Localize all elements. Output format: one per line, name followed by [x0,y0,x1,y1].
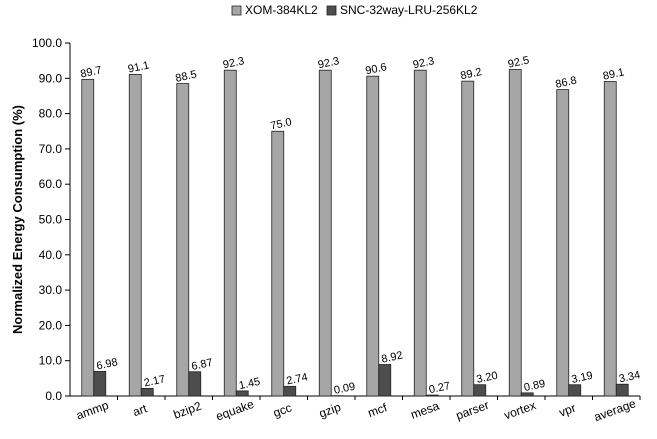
data-label-snc-bzip2: 6.87 [190,357,213,373]
bar-xom-bzip2 [176,83,190,397]
data-label-snc-vpr: 3.19 [570,370,593,386]
bar-snc-vortex [520,392,534,397]
bar-snc-vpr [568,384,582,397]
legend-label-snc: SNC-32way-LRU-256KL2 [340,3,478,17]
x-axis: ammp art bzip2 equake gcc gzip mcf mesa parser vo… [70,395,641,424]
x-tick-label: average [592,396,638,424]
bar-xom-gzip [318,69,332,397]
bar-xom-mesa [413,69,427,397]
y-tick-label: 10.0 [39,354,63,368]
data-label-snc-average: 3.34 [618,369,641,385]
y-tick-label: 100.0 [32,36,62,50]
y-tick-label: 70.0 [39,142,63,156]
data-label-snc-ammp: 6.98 [95,356,118,372]
data-label-xom-ammp: 89.7 [79,64,102,80]
data-label-snc-parser: 3.20 [475,370,498,386]
x-tick-label: gzip [317,400,343,421]
y-tick-label: 60.0 [39,177,63,191]
data-label-snc-art: 2.17 [143,373,166,389]
data-label-xom-equake: 92.3 [222,55,245,71]
bars [81,69,629,397]
data-label-xom-art: 91.1 [127,59,150,75]
x-tick-label: bzip2 [172,399,204,422]
bar-xom-art [128,74,142,397]
y-tick-label: 80.0 [39,107,63,121]
x-tick-label: vpr [557,401,577,420]
bar-snc-art [140,387,154,397]
data-label-snc-vortex: 0.89 [523,378,546,394]
legend-label-xom: XOM-384KL2 [245,3,318,17]
y-axis: 0.0 10.0 20.0 30.0 40.0 50.0 60.0 70.0 80.0 90.0 1… [32,36,71,403]
data-label-snc-mcf: 8.92 [380,349,403,365]
x-tick-label: art [131,401,150,419]
bar-snc-ammp [93,370,107,397]
data-label-xom-gzip: 92.3 [317,55,340,71]
legend-swatch-snc [326,5,337,16]
bar-xom-gcc [271,130,285,397]
data-labels: 89.7 91.1 88.5 92.3 75.0 92.3 90.6 92.3 89.2 92.5… [79,54,641,396]
y-tick-label: 50.0 [39,213,63,227]
y-tick-label: 90.0 [39,71,63,85]
y-axis-title: Normalized Energy Consumption (%) [10,105,25,334]
x-tick-label: equake [214,397,256,424]
data-label-xom-mcf: 90.6 [364,61,387,77]
data-label-xom-vortex: 92.5 [507,54,530,70]
bar-snc-gcc [283,385,297,397]
y-tick-label: 30.0 [39,283,63,297]
bar-snc-parser [473,384,487,397]
y-tick-label: 0.0 [45,389,62,403]
data-label-xom-gcc: 75.0 [269,116,292,132]
x-tick-label: ammp [74,398,110,423]
x-tick-label: mesa [409,399,442,422]
bar-snc-mesa [425,394,439,397]
data-label-xom-average: 89.1 [602,66,625,82]
x-tick-label: vortex [502,398,538,422]
data-label-xom-vpr: 86.8 [554,75,577,91]
bar-xom-parser [461,80,475,397]
data-label-xom-parser: 89.2 [459,66,482,82]
legend: XOM-384KL2 SNC-32way-LRU-256KL2 [231,3,478,17]
data-label-snc-mesa: 0.27 [428,380,451,396]
bar-snc-bzip2 [188,371,202,397]
legend-swatch-xom [231,5,242,16]
bar-snc-equake [235,390,249,397]
bar-xom-average [603,81,617,397]
bar-xom-mcf [366,75,380,397]
data-label-snc-gcc: 2.74 [285,371,308,387]
x-tick-label: gcc [271,400,293,420]
y-tick-label: 40.0 [39,248,63,262]
bar-xom-vortex [508,69,522,397]
y-tick-label: 20.0 [39,318,63,332]
data-label-snc-gzip: 0.09 [333,381,356,397]
bar-xom-vpr [556,89,570,397]
bar-xom-equake [223,69,237,397]
data-label-xom-mesa: 92.3 [412,55,435,71]
bar-snc-average [615,383,629,397]
bar-xom-ammp [81,78,95,397]
x-tick-label: mcf [366,400,390,420]
bar-snc-mcf [378,364,392,397]
data-label-xom-bzip2: 88.5 [174,69,197,85]
x-tick-label: parser [454,398,491,423]
data-label-snc-equake: 1.45 [238,376,261,392]
